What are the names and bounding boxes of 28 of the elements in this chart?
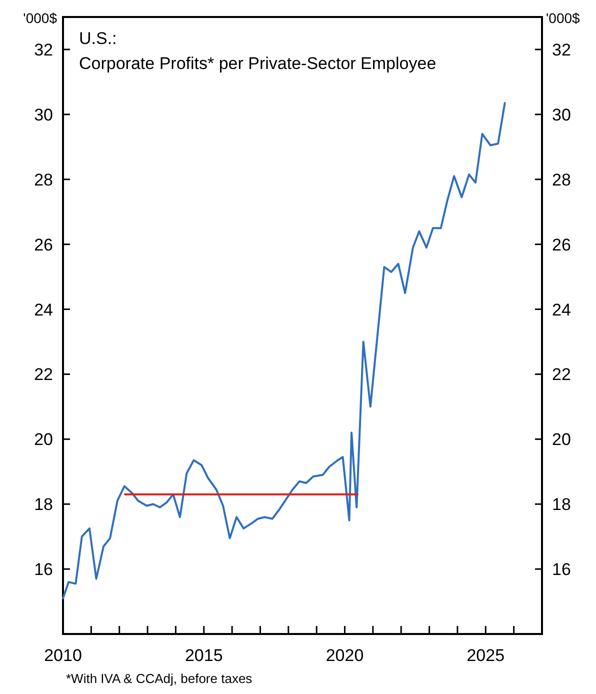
y-tick-label: 16 — [34, 560, 53, 580]
y2-tick-label: 16 — [552, 560, 571, 580]
x-tick-label: 2020 — [326, 646, 364, 665]
y-tick-label: 32 — [34, 40, 53, 60]
x-tick-label: 2025 — [466, 646, 505, 665]
y2-axis-title: '000$ — [546, 10, 580, 26]
y-tick-label: 28 — [34, 170, 53, 190]
y2-tick-label: 26 — [552, 235, 571, 254]
text: Corporate Profits* per Private-Sector Employee — [79, 54, 436, 73]
y2-tick-label: 30 — [552, 105, 571, 124]
x-tick-label: 2010 — [44, 646, 82, 665]
y-tick-label: 18 — [34, 495, 53, 514]
line-series — [62, 102, 506, 600]
y-tick-label: 30 — [34, 105, 53, 124]
y2-tick-label: 24 — [552, 300, 571, 320]
y2-tick-label: 28 — [552, 170, 571, 190]
text: U.S.: — [79, 29, 117, 48]
y-axis-title: '000$ — [23, 10, 58, 26]
y2-tick-label: 22 — [552, 365, 571, 384]
y-tick-label: 26 — [34, 235, 53, 254]
y-tick-label: 24 — [34, 300, 53, 320]
y2-tick-label: 18 — [552, 495, 571, 514]
y2-tick-label: 32 — [552, 40, 571, 60]
y-tick-label: 20 — [34, 430, 53, 450]
x-tick-label: 2015 — [184, 646, 223, 665]
y-tick-label: 22 — [34, 365, 53, 384]
y2-tick-label: 20 — [552, 430, 571, 450]
text: *With IVA & CCAdj, before taxes — [66, 671, 253, 686]
